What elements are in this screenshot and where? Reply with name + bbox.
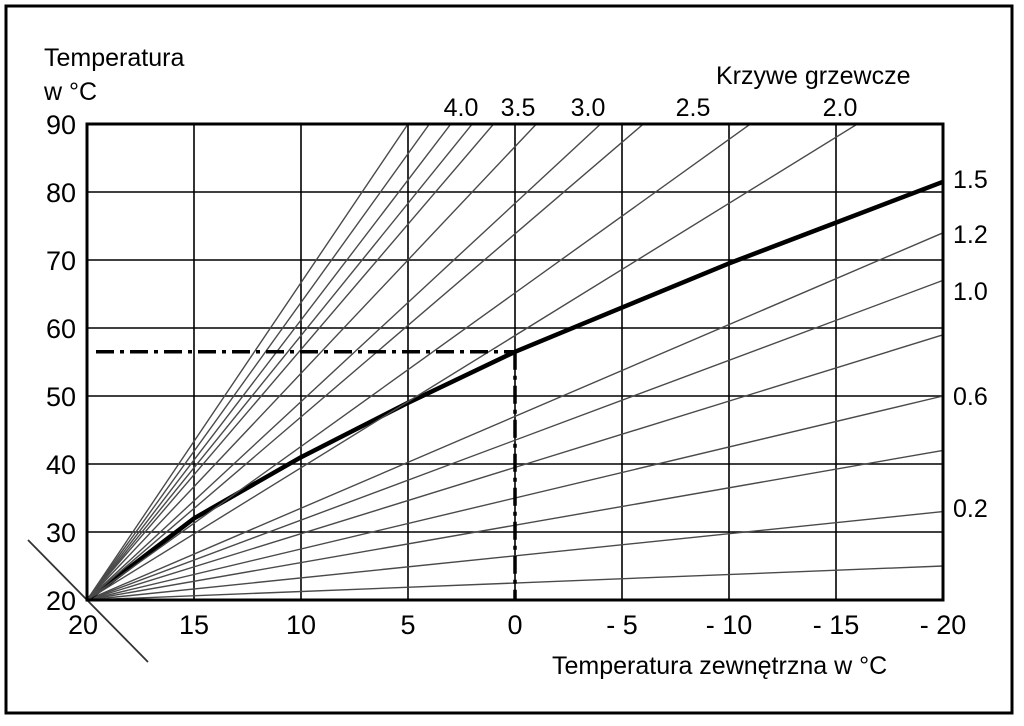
y-tick-label: 50 bbox=[46, 382, 76, 412]
heating-curve-3-0 bbox=[86, 123, 495, 601]
x-tick-label: - 10 bbox=[706, 610, 753, 640]
x-tick-label: 5 bbox=[400, 610, 415, 640]
x-tick-label: - 20 bbox=[920, 610, 967, 640]
heating-curve-2-25 bbox=[86, 123, 644, 601]
y-tick-label: 70 bbox=[46, 246, 76, 276]
y-axis-title-line1: Temperatura bbox=[44, 44, 184, 72]
top-curve-label: 2.5 bbox=[676, 94, 711, 122]
right-curve-label: 0.2 bbox=[953, 495, 988, 523]
heating-curve-2-5 bbox=[86, 123, 602, 601]
heating-curve-2-0 bbox=[86, 123, 751, 601]
right-curve-label: 1.0 bbox=[953, 278, 988, 306]
right-curve-label: 0.6 bbox=[953, 383, 988, 411]
curve-labels: 4.0 3.5 3.0 2.5 2.0 1.5 1.2 1.0 0.6 0.2 bbox=[444, 94, 988, 523]
x-tick-label: 10 bbox=[286, 610, 316, 640]
heating-curve-3-5 bbox=[86, 123, 452, 601]
y-tick-label: 90 bbox=[46, 110, 76, 140]
heating-curve-1-0 bbox=[86, 279, 944, 601]
curves-label: Krzywe grzewcze bbox=[716, 62, 911, 90]
heating-curve-3-75 bbox=[86, 123, 430, 601]
heating-curve-2-75 bbox=[86, 123, 537, 601]
x-axis-title: Temperatura zewnętrzna w °C bbox=[552, 652, 887, 680]
reference-lines bbox=[96, 350, 517, 600]
y-tick-label: 20 bbox=[46, 586, 76, 616]
outer-frame bbox=[4, 4, 1014, 715]
y-axis-title-line2: w °C bbox=[43, 78, 97, 106]
top-curve-label: 3.0 bbox=[571, 94, 606, 122]
y-tick-label: 60 bbox=[46, 314, 76, 344]
plot-frame bbox=[85, 122, 945, 602]
heating-curve-3-25 bbox=[86, 123, 473, 601]
y-tick-label: 30 bbox=[46, 518, 76, 548]
right-curve-label: 1.2 bbox=[953, 221, 988, 249]
x-tick-label: - 5 bbox=[606, 610, 638, 640]
y-tick-label: 80 bbox=[46, 178, 76, 208]
heating-curve-1-75 bbox=[86, 123, 858, 601]
x-tick-label: 15 bbox=[179, 610, 209, 640]
heating-curve-1-2 bbox=[86, 232, 944, 601]
top-curve-label: 4.0 bbox=[444, 94, 479, 122]
right-curve-label: 1.5 bbox=[953, 166, 988, 194]
top-curve-label: 3.5 bbox=[501, 94, 536, 122]
y-tick-label: 40 bbox=[46, 450, 76, 480]
top-curve-label: 2.0 bbox=[823, 94, 858, 122]
x-tick-label: - 15 bbox=[813, 610, 860, 640]
heating-curve-4-0 bbox=[86, 123, 409, 601]
x-tick-label: 20 bbox=[68, 610, 98, 640]
x-tick-label: 0 bbox=[507, 610, 522, 640]
